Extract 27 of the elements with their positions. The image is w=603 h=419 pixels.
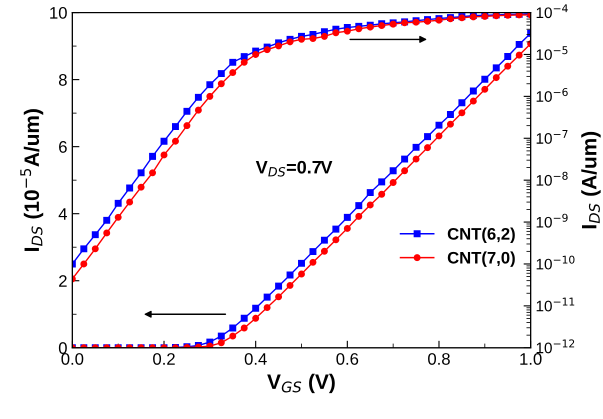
y2-tick-label: 10$^{−5}$: [536, 46, 568, 60]
legend-label: CNT(7,0): [448, 251, 515, 267]
y2-tick-label: 10$^{−8}$: [536, 172, 568, 186]
x-tick-label: 0.4: [244, 353, 267, 365]
x-tick-label: 0.0: [61, 353, 84, 365]
y-tick-label: 8: [58, 74, 67, 86]
y-tick-label: 6: [59, 141, 67, 153]
y2-tick-label: 10$^{−6}$: [536, 88, 568, 102]
y2-tick-label: 10$^{−7}$: [536, 130, 568, 144]
y2-tick-label: 10$^{−10}$: [536, 256, 574, 270]
y-tick-label: 2: [59, 275, 67, 287]
y-axis-title: I$_{DS}$ (10$^{−5}$A/um): [20, 109, 44, 251]
x-axis-title: V$_{GS}$ (V): [267, 374, 335, 394]
y2-tick-label: 10$^{−9}$: [536, 214, 568, 228]
x-tick-label: 0.6: [336, 353, 358, 365]
annotation: V$_{DS}$=0.7V: [256, 160, 332, 177]
y-tick-label: 4: [58, 208, 68, 220]
y2-tick-label: 10$^{−11}$: [536, 298, 574, 312]
x-tick-label: 0.2: [153, 353, 175, 365]
x-tick-label: 1.0: [520, 353, 542, 365]
y2-tick-label: 10$^{−12}$: [536, 339, 574, 354]
x-tick-label: 0.8: [428, 353, 450, 365]
legend-label: CNT(6,2): [448, 228, 515, 244]
y2-axis-title: I$_{DS}$ (A/um): [581, 132, 601, 228]
y-tick-label: 0: [58, 342, 67, 354]
y-tick-label: 10: [50, 6, 67, 19]
y2-tick-label: 10$^{−4}$: [536, 4, 568, 18]
